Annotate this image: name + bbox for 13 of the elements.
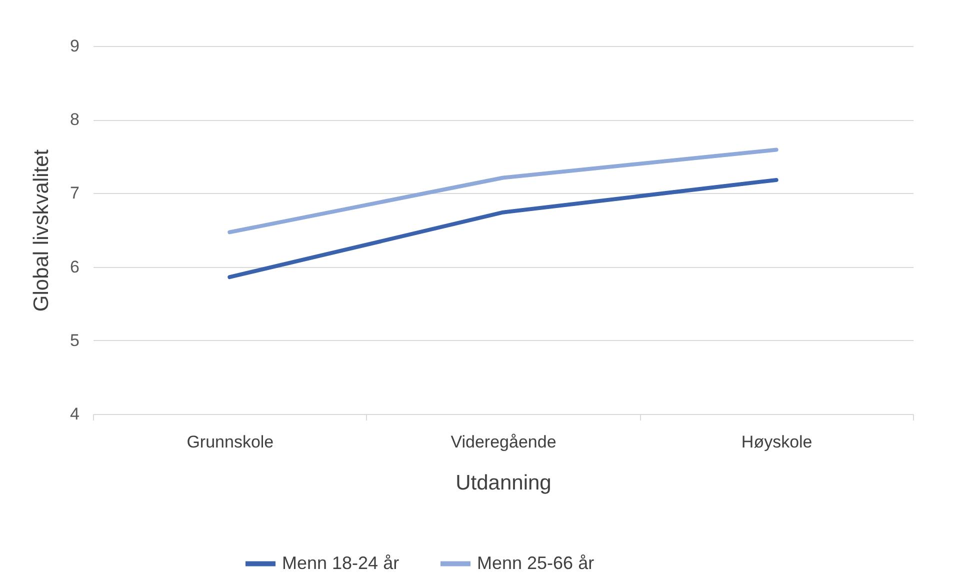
y-tick-label: 9 [70, 36, 80, 56]
x-tick-label: Videregående [450, 432, 556, 452]
y-tick-label: 5 [70, 330, 80, 350]
y-tick-label: 7 [70, 184, 80, 203]
x-axis-title: Utdanning [456, 472, 552, 494]
y-axis-title: Global livskvalitet [30, 149, 54, 312]
y-tick-label: 6 [70, 257, 80, 276]
y-tick-label: 8 [70, 110, 80, 130]
x-tick-label: Grunnskole [186, 432, 274, 452]
legend-label: Menn 25-66 år [477, 552, 594, 573]
x-tick-label: Høyskole [741, 432, 812, 452]
y-tick-label: 4 [70, 404, 80, 424]
legend-label: Menn 18-24 år [282, 552, 400, 573]
